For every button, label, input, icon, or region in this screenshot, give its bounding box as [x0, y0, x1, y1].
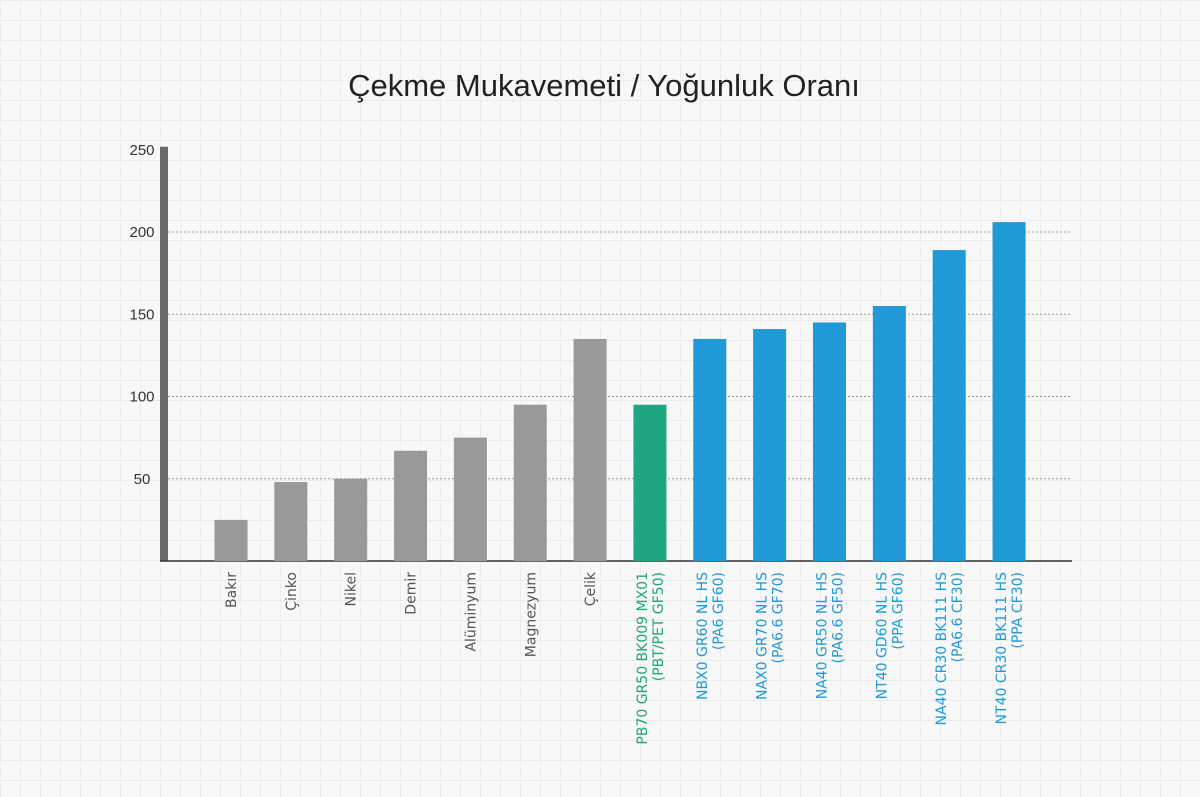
y-tick-label: 150 [129, 306, 154, 323]
x-tick-label: NBX0 GR60 NL HS [695, 572, 711, 700]
x-tick-label: Demir [404, 572, 420, 615]
bar [633, 404, 667, 561]
x-tick-label: Magnezyum [523, 572, 539, 657]
y-tick-label: 250 [129, 142, 154, 159]
y-axis-line [160, 146, 168, 561]
y-axis: 50 100 150 200 250 [129, 142, 1072, 562]
x-tick-label: NT40 GD60 NL HS [874, 572, 890, 699]
x-tick-label: (PA6.6 GF70) [771, 572, 787, 663]
bar [813, 322, 846, 561]
bar [573, 338, 607, 561]
y-tick-label: 100 [129, 389, 154, 406]
bar [274, 482, 308, 561]
bar [334, 478, 368, 561]
bar [214, 519, 248, 561]
x-tick-label: NT40 CR30 BK111 HS [994, 572, 1010, 725]
bar [753, 329, 787, 561]
x-tick-label: Çelik [583, 571, 599, 606]
x-tick-label: Bakır [224, 572, 240, 608]
x-tick-label: (PA6.6 GF50) [831, 572, 847, 663]
bar [932, 250, 966, 561]
bar [693, 338, 727, 561]
x-tick-label: NA40 GR50 NL HS [815, 572, 831, 699]
y-tick-label: 50 [134, 471, 151, 488]
x-tick-label: (PA6 GF60) [711, 572, 727, 650]
chart-title: Çekme Mukavemeti / Yoğunluk Oranı [348, 68, 860, 103]
y-tick-label: 200 [129, 224, 154, 241]
bars [214, 222, 1026, 561]
x-tick-label: NAX0 GR70 NL HS [755, 572, 771, 700]
grid-lines [168, 231, 1072, 480]
bar [513, 404, 547, 561]
bar [394, 450, 428, 561]
x-tick-label: (PBT/PET GF50) [651, 572, 667, 681]
x-axis-labels: Bakır Çinko Nikel Demir Alüminyum Magnezyum Çe… [224, 571, 1026, 744]
x-tick-label: PB70 GR50 BK009 MX01 [635, 572, 651, 745]
bar [453, 437, 487, 561]
x-tick-label: NA40 CR30 BK111 HS [934, 572, 950, 726]
x-tick-label: Alüminyum [463, 572, 479, 652]
x-tick-label: (PPA GF60) [890, 572, 906, 650]
bar [992, 222, 1026, 561]
bar [872, 306, 906, 561]
x-tick-label: (PA6.6 CF30) [950, 572, 966, 662]
x-tick-label: Çinko [284, 572, 300, 611]
x-tick-label: (PPA CF30) [1010, 572, 1026, 649]
x-tick-label: Nikel [344, 572, 360, 606]
